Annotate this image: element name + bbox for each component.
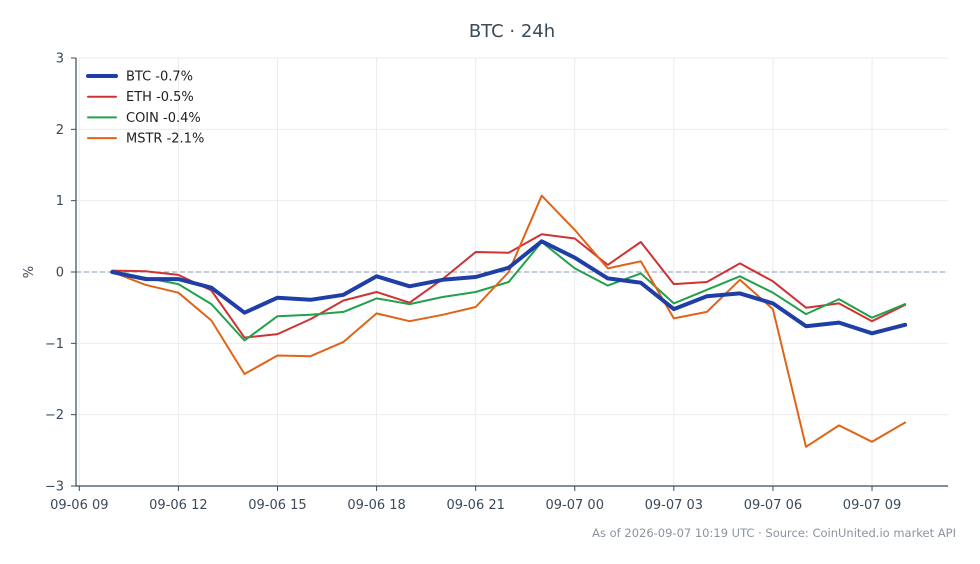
y-tick-label: 0 [56,266,64,281]
x-tick-label: 09-06 21 [446,498,504,513]
series-line-mstr [111,194,907,448]
x-tick-label: 09-06 15 [248,498,306,513]
x-tick-label: 09-07 00 [546,498,604,513]
legend-label-mstr: MSTR -2.1% [126,132,204,147]
x-tick-label: 09-07 03 [645,498,703,513]
y-tick-label: −3 [45,480,64,495]
y-tick-label: 2 [56,123,64,138]
series-line-coin [111,241,907,342]
footer-source: As of 2026-09-07 10:19 UTC · Source: Coi… [592,526,956,540]
x-tick-label: 09-06 09 [50,498,108,513]
y-tick-label: 3 [56,52,64,67]
chart-title: BTC · 24h [469,21,555,42]
y-axis-label: % [22,266,37,278]
axes: 3 2 1 0 −1 −2 −3 09-06 09 09-06 12 09-06 15 09-06 … [45,52,948,513]
y-tick-label: −2 [45,408,64,423]
series-layer [110,194,908,448]
legend-label-coin: COIN -0.4% [126,111,201,126]
y-tick-label: −1 [45,337,64,352]
y-tick-label: 1 [56,194,64,209]
legend: BTC -0.7% ETH -0.5% COIN -0.4% MSTR -2.1% [86,70,204,147]
legend-label-btc: BTC -0.7% [126,70,193,85]
x-tick-label: 09-06 18 [347,498,405,513]
x-tick-label: 09-06 12 [149,498,207,513]
x-tick-label: 09-07 06 [744,498,802,513]
series-line-btc [110,239,908,336]
legend-label-eth: ETH -0.5% [126,90,194,105]
series-line-eth [111,233,907,339]
x-tick-label: 09-07 09 [843,498,901,513]
